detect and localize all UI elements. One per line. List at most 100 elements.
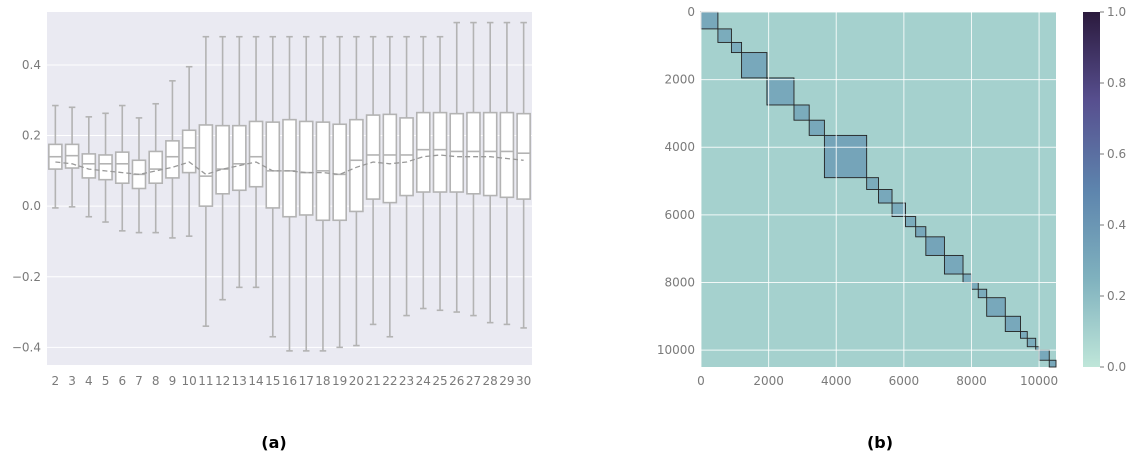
box-body xyxy=(265,121,281,209)
box-body xyxy=(248,120,264,188)
boxplot-x-tick-label: 10 xyxy=(182,374,197,388)
heatmap-gridlines xyxy=(700,11,1056,367)
boxplot-x-tick-label: 2 xyxy=(52,374,60,388)
box-body xyxy=(198,124,214,207)
heatmap-block xyxy=(977,288,988,299)
heatmap-block xyxy=(925,236,945,256)
box-body xyxy=(432,111,448,193)
boxplot-x-tick-label: 22 xyxy=(382,374,397,388)
boxplot-mean-line xyxy=(55,154,524,176)
box-body xyxy=(349,118,364,213)
box-body xyxy=(449,112,465,193)
box-26 xyxy=(449,21,465,313)
boxplot-y-tick-label: −0.2 xyxy=(12,270,41,284)
boxplot-x-tick-label: 18 xyxy=(315,374,330,388)
boxplot-x-tick-label: 8 xyxy=(152,374,160,388)
boxplot-x-tick-label: 24 xyxy=(416,374,431,388)
boxplot-x-tick-label: 20 xyxy=(349,374,364,388)
box-body xyxy=(516,112,531,200)
boxplot-x-tick-label: 30 xyxy=(516,374,531,388)
box-14 xyxy=(248,35,264,289)
box-body xyxy=(81,153,97,179)
colorbar-tick-label: 0.4 xyxy=(1107,218,1126,232)
boxplot-y-tick-label: 0.4 xyxy=(22,58,41,72)
heatmap-panel: 0 2000 4000 6000 8000 10000 0 2000 4000 6000 8000… xyxy=(657,5,1058,388)
box-body xyxy=(499,111,515,199)
box-body xyxy=(215,124,230,195)
box-16 xyxy=(282,35,297,352)
box-body xyxy=(282,118,297,218)
boxplot-x-tick-label: 29 xyxy=(499,374,514,388)
heatmap-block xyxy=(730,41,743,54)
heatmap-block xyxy=(1035,346,1040,351)
boxplot-x-tick-label: 21 xyxy=(365,374,380,388)
boxplot-x-tick-label: 27 xyxy=(466,374,481,388)
heatmap-x-tick-label: 10000 xyxy=(1020,374,1058,388)
boxplot-x-tick-label: 19 xyxy=(332,374,347,388)
heatmap-block xyxy=(1038,349,1050,361)
box-body xyxy=(415,111,431,193)
box-body xyxy=(165,140,180,179)
box-18 xyxy=(315,35,331,352)
boxplot-x-tick-label: 17 xyxy=(299,374,314,388)
heatmap-block xyxy=(1026,337,1037,348)
heatmap-block xyxy=(866,177,879,190)
heatmap-y-tick-label: 6000 xyxy=(664,208,695,222)
colorbar-tick-label: 0.6 xyxy=(1107,147,1126,161)
heatmap-diagonal-blocks xyxy=(700,11,1057,368)
caption-a: (a) xyxy=(261,433,286,452)
boxplot-x-tick-label: 11 xyxy=(198,374,213,388)
heatmap-block xyxy=(915,226,927,238)
heatmap-block xyxy=(1004,315,1021,332)
heatmap-block xyxy=(717,28,732,43)
boxplot-x-tick-label: 9 xyxy=(169,374,177,388)
box-11 xyxy=(198,35,214,327)
boxplot-x-tick-label: 6 xyxy=(118,374,126,388)
boxplot-x-tick-label: 25 xyxy=(432,374,447,388)
heatmap-block xyxy=(741,52,768,79)
boxplot-x-tick-label: 15 xyxy=(265,374,280,388)
boxplot-x-tick-label: 14 xyxy=(248,374,263,388)
box-8 xyxy=(148,102,164,234)
boxplot-x-tick-label: 5 xyxy=(102,374,110,388)
heatmap-x-tick-label: 6000 xyxy=(889,374,920,388)
colorbar-tick-label: 0.2 xyxy=(1107,289,1126,303)
box-13 xyxy=(232,35,247,289)
box-body xyxy=(482,111,498,197)
boxplot-boxes xyxy=(48,21,531,352)
heatmap-x-tick-label: 2000 xyxy=(753,374,784,388)
box-body xyxy=(466,111,481,195)
boxplot-y-tick-label: −0.4 xyxy=(12,340,41,354)
heatmap-block xyxy=(1020,331,1028,339)
heatmap-block xyxy=(823,134,868,179)
boxplot-y-tick-label: 0.2 xyxy=(22,129,41,143)
box-4 xyxy=(81,116,97,218)
boxplot-x-tick-label: 13 xyxy=(232,374,247,388)
heatmap-y-tick-label: 2000 xyxy=(664,73,695,87)
boxplot-x-tick-label: 3 xyxy=(68,374,76,388)
heatmap-x-tick-label: 8000 xyxy=(956,374,987,388)
box-body xyxy=(298,120,314,216)
box-12 xyxy=(215,35,230,301)
boxplot-x-tick-labels: 2 3 4 5 6 7 8 9 10 11 12 13 14 15 16 17 18 19 20 21 22 23 24 25… xyxy=(52,374,532,388)
box-body xyxy=(365,114,381,200)
heatmap-block xyxy=(793,104,810,121)
heatmap-block xyxy=(766,77,795,106)
heatmap-x-tick-label: 0 xyxy=(697,374,705,388)
heatmap-y-tick-label: 10000 xyxy=(657,343,695,357)
heatmap-block xyxy=(971,282,979,290)
box-22 xyxy=(382,35,398,338)
boxplot-x-tick-label: 26 xyxy=(449,374,464,388)
colorbar: 0.0 0.2 0.4 0.6 0.8 1.0 xyxy=(1083,5,1126,374)
heatmap-x-tick-label: 4000 xyxy=(821,374,852,388)
box-body xyxy=(98,154,113,181)
heatmap-x-tick-labels: 0 2000 4000 6000 8000 10000 xyxy=(697,374,1058,388)
boxplot-x-tick-label: 16 xyxy=(282,374,297,388)
heatmap-y-tick-label: 8000 xyxy=(664,275,695,289)
box-30 xyxy=(516,21,531,329)
box-29 xyxy=(499,21,515,326)
box-21 xyxy=(365,35,381,326)
caption-b: (b) xyxy=(867,433,893,452)
colorbar-tick-label: 0.0 xyxy=(1107,360,1126,374)
box-24 xyxy=(415,35,431,310)
